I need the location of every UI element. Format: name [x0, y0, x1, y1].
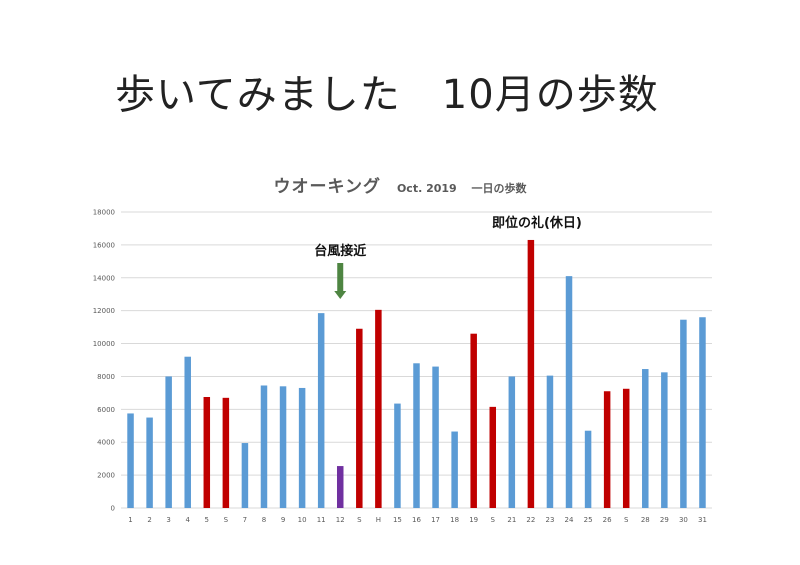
- bar-11: [317, 313, 325, 508]
- bar-6: [222, 397, 230, 508]
- bar-27: [622, 388, 630, 508]
- y-tick-label: 4000: [97, 439, 115, 447]
- x-tick-label: 7: [243, 516, 247, 524]
- bar-14: [375, 309, 382, 508]
- y-tick-label: 0: [111, 505, 115, 513]
- y-tick-label: 14000: [93, 274, 115, 282]
- y-tick-label: 8000: [97, 373, 115, 381]
- x-tick-label: 8: [262, 516, 266, 524]
- bar-15: [394, 403, 401, 508]
- bar-8: [260, 385, 268, 508]
- x-tick-label: 28: [641, 516, 650, 524]
- x-tick-label: 18: [450, 516, 459, 524]
- x-tick-label: 23: [545, 516, 554, 524]
- annotation-arrow-head: [334, 291, 347, 299]
- bar-26: [603, 391, 611, 508]
- x-axis: 1 2 3 4 5 S 7 8 9 10 11 12 S H 15 16 17 18 19 S 21 22 23 24 25 26…: [128, 516, 707, 524]
- slide-title: 歩いてみました 10月の歩数: [115, 72, 659, 118]
- bars: [127, 239, 706, 508]
- bar-1: [127, 413, 134, 508]
- bar-21: [508, 376, 516, 508]
- x-tick-label: 4: [185, 516, 190, 524]
- x-tick-label: 5: [205, 516, 209, 524]
- bar-30: [680, 319, 687, 508]
- x-tick-label: 9: [281, 516, 285, 524]
- x-tick-label: 3: [166, 516, 170, 524]
- bar-5: [203, 397, 211, 508]
- annotation-arrow-shaft: [337, 263, 344, 292]
- y-tick-label: 6000: [97, 406, 115, 414]
- bar-22: [527, 239, 535, 508]
- bar-16: [413, 363, 420, 508]
- bar-18: [451, 431, 458, 508]
- x-tick-label: 15: [393, 516, 402, 524]
- bar-4: [184, 356, 191, 508]
- bar-2: [146, 417, 153, 508]
- annotations: 台風接近 即位の礼(休日): [314, 215, 582, 299]
- y-tick-label: 18000: [93, 209, 115, 217]
- bar-20: [489, 406, 497, 508]
- bar-9: [279, 386, 287, 508]
- y-axis: 0 2000 4000 6000 8000 10000 12000 14000 16000 180…: [93, 209, 115, 513]
- x-tick-label: 25: [584, 516, 593, 524]
- bar-17: [432, 366, 439, 508]
- chart-title: ウオーキング: [273, 177, 381, 197]
- x-tick-label: 29: [660, 516, 669, 524]
- annotation-holiday-label: 即位の礼(休日): [492, 215, 582, 231]
- y-tick-label: 10000: [93, 340, 115, 348]
- x-tick-label: 10: [298, 516, 307, 524]
- y-tick-label: 12000: [93, 307, 115, 315]
- bar-13: [356, 328, 363, 508]
- chart-heading: ウオーキング Oct. 2019 一日の歩数: [0, 172, 800, 197]
- x-tick-label: S: [357, 516, 362, 524]
- x-tick-label: H: [376, 516, 381, 524]
- x-tick-label: 30: [679, 516, 688, 524]
- x-tick-label: 11: [317, 516, 326, 524]
- x-tick-label: 1: [128, 516, 132, 524]
- bar-25: [584, 430, 592, 508]
- x-tick-label: 2: [147, 516, 151, 524]
- annotation-typhoon-label: 台風接近: [314, 243, 366, 259]
- x-tick-label: 19: [469, 516, 478, 524]
- bar-28: [642, 369, 649, 508]
- x-tick-label: 24: [565, 516, 574, 524]
- y-tick-label: 16000: [93, 241, 115, 249]
- x-tick-label: 21: [507, 516, 516, 524]
- x-tick-label: S: [224, 516, 229, 524]
- x-tick-label: 22: [526, 516, 535, 524]
- x-tick-label: 12: [336, 516, 345, 524]
- bar-7: [241, 443, 249, 508]
- y-tick-label: 2000: [97, 472, 115, 480]
- bar-24: [565, 276, 573, 508]
- bar-29: [661, 372, 668, 508]
- gridlines: [121, 211, 712, 509]
- bar-10: [298, 387, 306, 508]
- x-tick-label: S: [491, 516, 496, 524]
- bar-3: [165, 376, 172, 508]
- chart-subtitle: Oct. 2019 一日の歩数: [396, 182, 527, 195]
- bar-12: [336, 466, 344, 508]
- x-tick-label: 26: [603, 516, 612, 524]
- x-tick-label: 17: [431, 516, 440, 524]
- x-tick-label: S: [624, 516, 629, 524]
- bar-23: [546, 375, 554, 508]
- bar-31: [699, 317, 706, 508]
- bar-19: [470, 333, 477, 508]
- x-tick-label: 31: [698, 516, 707, 524]
- x-tick-label: 16: [412, 516, 421, 524]
